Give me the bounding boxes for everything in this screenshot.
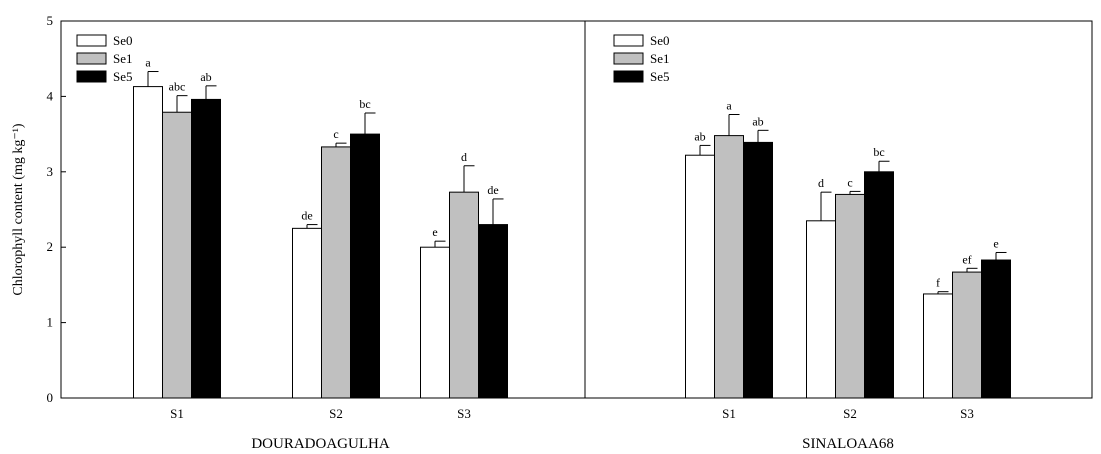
- legend-swatch: [76, 52, 107, 65]
- y-tick-label: 0: [47, 390, 54, 405]
- legend-swatch: [613, 70, 644, 83]
- bar: [162, 111, 192, 399]
- legend-swatch: [76, 34, 107, 47]
- x-tick-label: S1: [722, 406, 736, 421]
- significance-label: c: [847, 175, 852, 189]
- panel-title: DOURADOAGULHA: [251, 436, 389, 452]
- legend-label: Se5: [650, 69, 670, 84]
- significance-label: bc: [873, 145, 884, 159]
- significance-label: f: [936, 276, 940, 290]
- x-tick-label: S3: [960, 406, 974, 421]
- significance-label: d: [818, 176, 824, 190]
- bar: [714, 135, 744, 399]
- bar: [685, 154, 715, 399]
- y-tick-label: 1: [47, 315, 54, 330]
- bar: [133, 86, 163, 399]
- bar: [420, 246, 450, 399]
- bar: [449, 191, 479, 399]
- bar: [923, 293, 953, 399]
- bar: [350, 133, 380, 399]
- bar: [981, 259, 1011, 399]
- bar: [864, 171, 894, 399]
- y-axis-title: Chlorophyll content (mg kg⁻¹): [11, 123, 26, 296]
- bar: [743, 141, 773, 399]
- legend-swatch: [613, 34, 644, 47]
- bar: [321, 146, 351, 399]
- significance-label: de: [301, 209, 312, 223]
- y-tick-label: 4: [47, 88, 54, 103]
- significance-label: ab: [694, 129, 705, 143]
- x-tick-label: S1: [170, 406, 184, 421]
- bar: [806, 220, 836, 399]
- legend-swatch: [613, 52, 644, 65]
- x-tick-label: S2: [843, 406, 857, 421]
- significance-label: bc: [359, 97, 370, 111]
- significance-label: abc: [169, 80, 186, 94]
- x-tick-label: S2: [329, 406, 343, 421]
- legend-swatch: [76, 70, 107, 83]
- significance-label: a: [726, 98, 732, 112]
- significance-label: ab: [752, 114, 763, 128]
- legend-label: Se1: [650, 51, 670, 66]
- legend-label: Se0: [113, 33, 133, 48]
- bar: [292, 227, 322, 399]
- legend-label: Se0: [650, 33, 670, 48]
- significance-label: ab: [200, 70, 211, 84]
- bar: [952, 271, 982, 399]
- significance-label: d: [461, 150, 467, 164]
- plot-frame: [60, 20, 1093, 399]
- significance-label: ef: [962, 252, 971, 266]
- panel-title: SINALOAA68: [802, 436, 894, 452]
- significance-label: e: [993, 236, 998, 250]
- significance-label: a: [145, 56, 151, 70]
- significance-label: c: [333, 127, 338, 141]
- y-tick-label: 5: [47, 13, 54, 28]
- legend-label: Se5: [113, 69, 133, 84]
- bar: [191, 98, 221, 399]
- significance-label: e: [432, 225, 437, 239]
- bar: [835, 193, 865, 399]
- bar: [478, 224, 508, 399]
- legend-label: Se1: [113, 51, 133, 66]
- y-tick-label: 3: [47, 164, 54, 179]
- significance-label: de: [487, 183, 498, 197]
- y-tick-label: 2: [47, 239, 54, 254]
- x-tick-label: S3: [457, 406, 471, 421]
